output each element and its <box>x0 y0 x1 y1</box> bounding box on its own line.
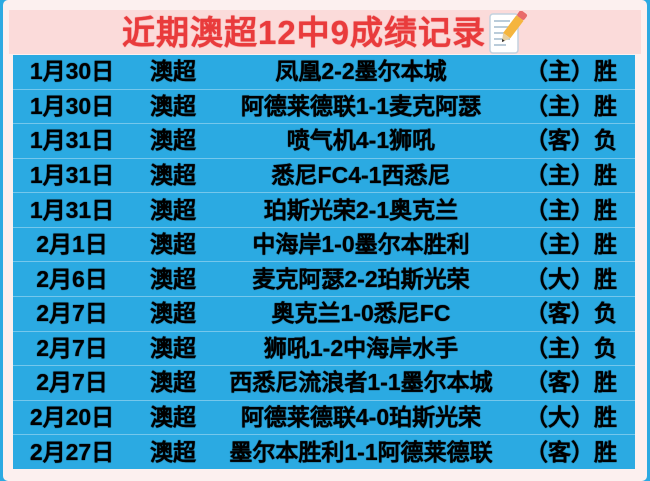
match-result: （主）胜 <box>525 162 617 189</box>
league-label: 澳超 <box>150 334 196 361</box>
table-row: 2月27日 澳超 墨尔本胜利1-1阿德莱德联 （客）胜 <box>13 434 635 469</box>
match-score: 墨尔本胜利1-1阿德莱德联 <box>229 438 493 465</box>
table-row: 2月7日 澳超 奥克兰1-0悉尼FC （客）负 <box>13 296 635 331</box>
match-date: 2月7日 <box>36 334 108 361</box>
match-result: （主）胜 <box>525 92 617 119</box>
match-result: （主）胜 <box>525 196 617 223</box>
match-date: 1月31日 <box>29 196 115 223</box>
table-row: 1月30日 澳超 凤凰2-2墨尔本城 （主）胜 <box>13 55 635 89</box>
table-row: 2月1日 澳超 中海岸1-0墨尔本胜利 （主）胜 <box>13 226 635 262</box>
match-date: 1月31日 <box>29 162 115 189</box>
league-label: 澳超 <box>150 404 196 431</box>
league-label: 澳超 <box>150 438 196 465</box>
league-label: 澳超 <box>150 231 196 258</box>
match-date: 2月20日 <box>29 404 115 431</box>
match-date: 1月30日 <box>29 58 115 85</box>
match-date: 2月7日 <box>36 300 108 327</box>
table-row: 1月30日 澳超 阿德莱德联1-1麦克阿瑟 （主）胜 <box>13 88 635 124</box>
league-label: 澳超 <box>150 196 196 223</box>
table-row: 1月31日 澳超 喷气机4-1狮吼 （客）负 <box>13 123 635 158</box>
results-table: 1月30日 澳超 凤凰2-2墨尔本城 （主）胜 1月30日 澳超 阿德莱德联1-1麦克阿瑟（… <box>13 55 635 469</box>
match-result: （客）负 <box>525 127 617 154</box>
table-row: 2月7日 澳超 西悉尼流浪者1-1墨尔本城 （客）胜 <box>13 365 635 400</box>
page-title: 近期澳超12中9成绩记录 <box>121 13 487 51</box>
match-result: （客）胜 <box>525 438 617 465</box>
match-score: 阿德莱德联4-0珀斯光荣 <box>240 404 482 431</box>
league-label: 澳超 <box>150 265 196 292</box>
match-score: 珀斯光荣2-1奥克兰 <box>263 196 459 223</box>
league-label: 澳超 <box>150 127 196 154</box>
match-result: （大）胜 <box>525 404 617 431</box>
league-label: 澳超 <box>150 369 196 396</box>
match-date: 2月1日 <box>36 231 108 258</box>
match-result: （客）负 <box>525 300 617 327</box>
table-row: 1月31日 澳超 珀斯光荣2-1奥克兰 （主）胜 <box>13 192 635 227</box>
table-row: 2月7日 澳超 狮吼1-2中海岸水手 （主）负 <box>13 330 635 366</box>
match-score: 喷气机4-1狮吼 <box>286 127 436 154</box>
match-date: 2月7日 <box>36 369 108 396</box>
match-date: 1月30日 <box>29 92 115 119</box>
league-label: 澳超 <box>150 58 196 85</box>
match-score: 悉尼FC4-1西悉尼 <box>271 162 451 189</box>
league-label: 澳超 <box>150 92 196 119</box>
league-label: 澳超 <box>150 162 196 189</box>
match-result: （主）胜 <box>525 58 617 85</box>
match-result: （主）负 <box>525 334 617 361</box>
card: 近期澳超12中9成绩记录 1月30日 澳超 凤凰2-2墨 <box>3 0 647 481</box>
memo-icon <box>488 10 528 55</box>
table-row: 2月20日 澳超 阿德莱德联4-0珀斯光荣 （大）胜 <box>13 399 635 435</box>
match-result: （大）胜 <box>525 265 617 292</box>
match-score: 凤凰2-2墨尔本城 <box>275 58 447 85</box>
match-score: 奥克兰1-0悉尼FC <box>271 300 451 327</box>
match-score: 西悉尼流浪者1-1墨尔本城 <box>229 369 493 396</box>
match-date: 2月27日 <box>29 438 115 465</box>
header-banner: 近期澳超12中9成绩记录 <box>9 10 641 54</box>
table-row: 2月6日 澳超 麦克阿瑟2-2珀斯光荣 （大）胜 <box>13 261 635 296</box>
match-date: 2月6日 <box>36 265 108 292</box>
match-score: 阿德莱德联1-1麦克阿瑟 <box>240 92 482 119</box>
match-score: 狮吼1-2中海岸水手 <box>263 334 459 361</box>
league-label: 澳超 <box>150 300 196 327</box>
table-row: 1月31日 澳超 悉尼FC4-1西悉尼 （主）胜 <box>13 157 635 193</box>
match-result: （主）胜 <box>525 231 617 258</box>
match-date: 1月31日 <box>29 127 115 154</box>
match-result: （客）胜 <box>525 369 617 396</box>
match-score: 麦克阿瑟2-2珀斯光荣 <box>252 265 470 292</box>
match-score: 中海岸1-0墨尔本胜利 <box>252 231 470 258</box>
